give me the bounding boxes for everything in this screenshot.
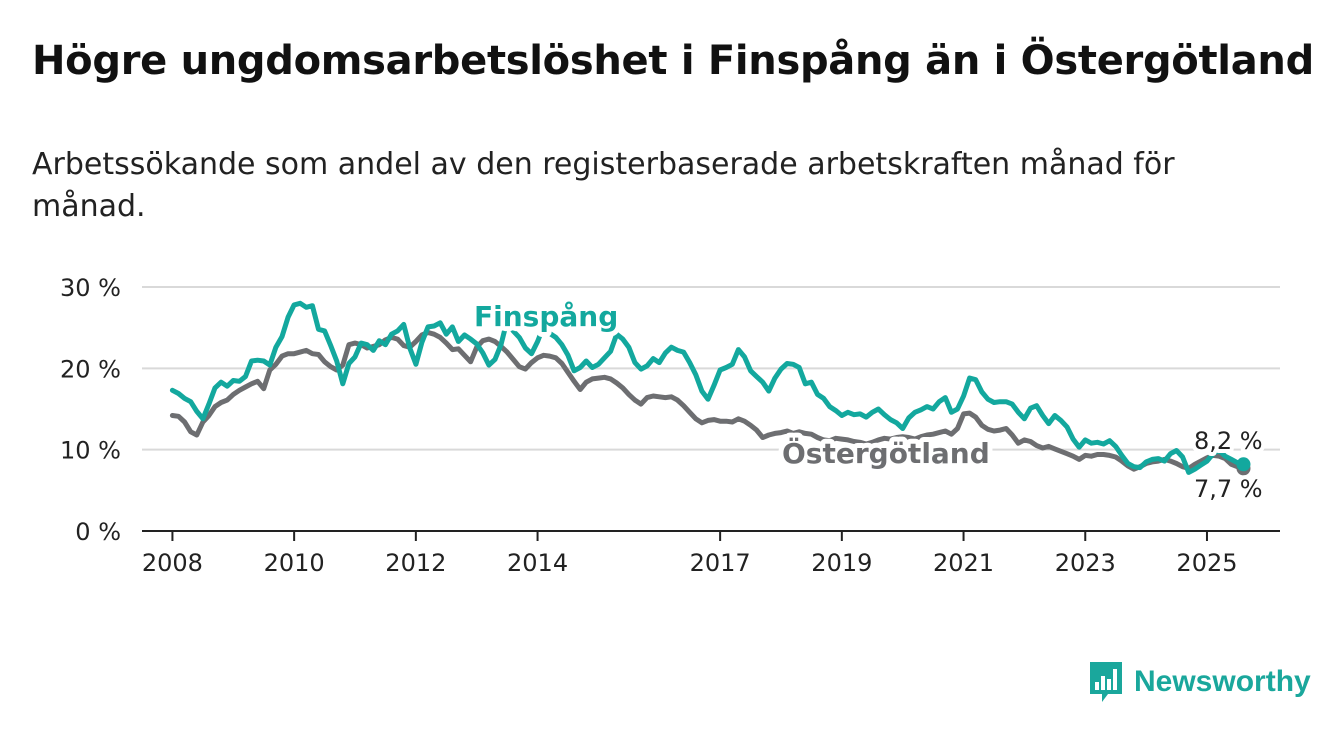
- x-tick-label: 2019: [811, 549, 872, 577]
- end-label-ostergotland-halo: 7,7 %: [1194, 475, 1263, 503]
- series-label-ostergotland-halo: Östergötland: [782, 436, 990, 470]
- series-lines: [169, 300, 1251, 476]
- y-tick-label: 10 %: [60, 437, 121, 465]
- series-label-finspang: Finspång: [474, 300, 618, 333]
- x-tick-label: 2014: [507, 549, 568, 577]
- end-label-ostergotland: 7,7 %: [1194, 475, 1263, 503]
- chart-subtitle: Arbetssökande som andel av den registerb…: [32, 147, 1175, 224]
- chart-title: Högre ungdomsarbetslöshet i Finspång än …: [32, 38, 1314, 84]
- x-tick-label: 2025: [1176, 549, 1237, 577]
- series-end-point: [1236, 457, 1251, 472]
- series-labels: FinspångFinspångÖstergötlandÖstergötland…: [469, 295, 1267, 507]
- x-tick-label: 2023: [1055, 549, 1116, 577]
- newsworthy-logo-icon: [1090, 662, 1122, 702]
- newsworthy-brand[interactable]: Newsworthy: [1088, 660, 1311, 704]
- end-label-finspang: 8,2 %: [1194, 427, 1263, 455]
- series-line-finspang: [169, 300, 1246, 475]
- series-label-finspang-halo: Finspång: [474, 300, 618, 333]
- y-tick-label: 20 %: [60, 355, 121, 383]
- x-tick-label: 2021: [933, 549, 994, 577]
- x-tick-label: 2017: [690, 549, 751, 577]
- series-line-ostergotland: [169, 330, 1246, 472]
- end-label-finspang-halo: 8,2 %: [1194, 427, 1263, 455]
- series-label-ostergotland: Östergötland: [782, 436, 990, 470]
- y-tick-label: 30 %: [60, 274, 121, 302]
- x-tick-label: 2010: [264, 549, 325, 577]
- axes: 0 % 10 % 20 % 30 % 2008 2010 2012 2014 2017 2019 2…: [60, 274, 1280, 577]
- y-tick-label: 0 %: [75, 518, 121, 546]
- x-tick-label: 2008: [142, 549, 203, 577]
- brand-name: Newsworthy: [1134, 665, 1311, 698]
- x-tick-label: 2012: [385, 549, 446, 577]
